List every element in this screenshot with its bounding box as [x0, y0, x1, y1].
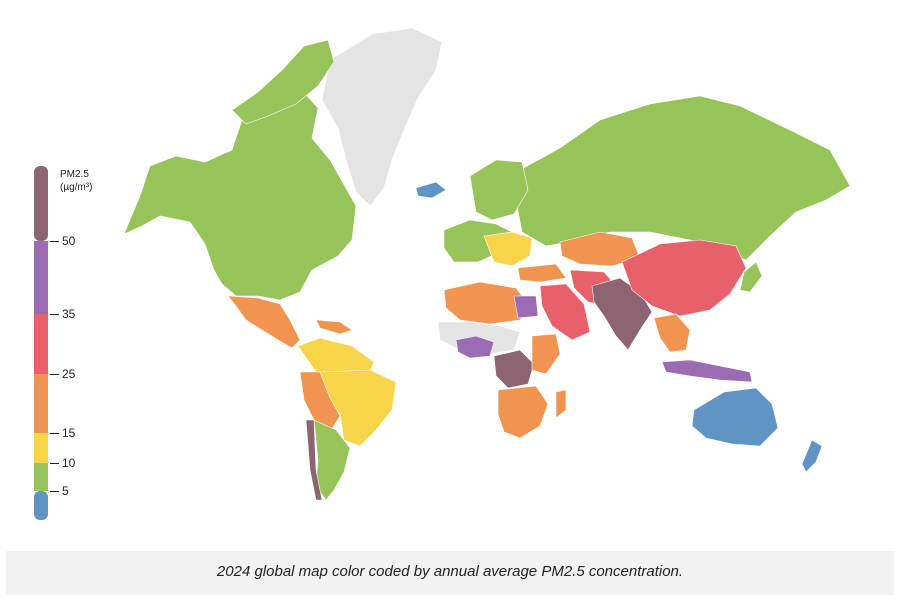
region-southern-africa — [497, 385, 549, 439]
region-north-america — [123, 87, 357, 301]
region-new-zealand — [801, 439, 823, 473]
region-west-africa — [455, 335, 495, 359]
region-peru-bolivia — [299, 371, 341, 433]
region-arabia — [539, 283, 591, 341]
legend-tick-25 — [50, 374, 59, 375]
caption-band: 2024 global map color coded by annual av… — [6, 551, 894, 595]
region-southeast-asia — [653, 313, 691, 353]
legend-title-line2: (µg/m³) — [60, 182, 93, 193]
legend-label-5: 5 — [62, 484, 69, 498]
legend-tick-50 — [50, 241, 59, 242]
region-russia — [515, 95, 851, 261]
region-indonesia — [661, 359, 753, 383]
legend-tick-5 — [50, 491, 59, 492]
region-madagascar — [555, 389, 567, 419]
region-china — [621, 239, 747, 317]
legend-label-15: 15 — [62, 426, 76, 440]
region-mexico — [227, 295, 301, 349]
region-east-africa — [531, 333, 561, 375]
region-japan — [739, 261, 763, 293]
legend-label-10: 10 — [62, 456, 76, 470]
legend-tick-10 — [50, 463, 59, 464]
region-turkey — [517, 263, 567, 283]
region-scandinavia — [469, 159, 529, 221]
world-map — [123, 27, 851, 501]
legend-label-25: 25 — [62, 367, 76, 381]
region-central-africa — [493, 349, 535, 389]
region-australia — [691, 387, 779, 447]
legend-title: PM2.5 (µg/m³) — [60, 168, 92, 194]
region-chile — [305, 419, 323, 501]
legend-title-line1: PM2.5 — [60, 169, 89, 180]
legend-tick-35 — [50, 314, 59, 315]
legend-label-35: 35 — [62, 307, 76, 321]
region-egypt — [513, 295, 539, 319]
region-arctic-islands — [231, 39, 335, 125]
region-caribbean — [315, 319, 353, 335]
region-iceland — [415, 181, 447, 199]
region-central-europe — [483, 231, 533, 267]
legend-tick-15 — [50, 433, 59, 434]
legend-label-50: 50 — [62, 234, 76, 248]
map-caption: 2024 global map color coded by annual av… — [216, 563, 684, 580]
region-greenland — [321, 27, 443, 207]
region-north-africa — [443, 281, 529, 325]
region-argentina — [313, 419, 351, 501]
